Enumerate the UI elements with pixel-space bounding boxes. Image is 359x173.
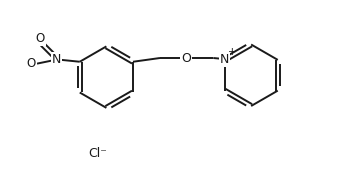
Text: N: N: [52, 53, 61, 66]
Text: Cl⁻: Cl⁻: [88, 148, 107, 161]
Text: O: O: [36, 32, 45, 45]
Text: O: O: [181, 52, 191, 65]
Text: O: O: [26, 57, 36, 70]
Text: N: N: [220, 53, 229, 66]
Text: +: +: [228, 47, 237, 57]
